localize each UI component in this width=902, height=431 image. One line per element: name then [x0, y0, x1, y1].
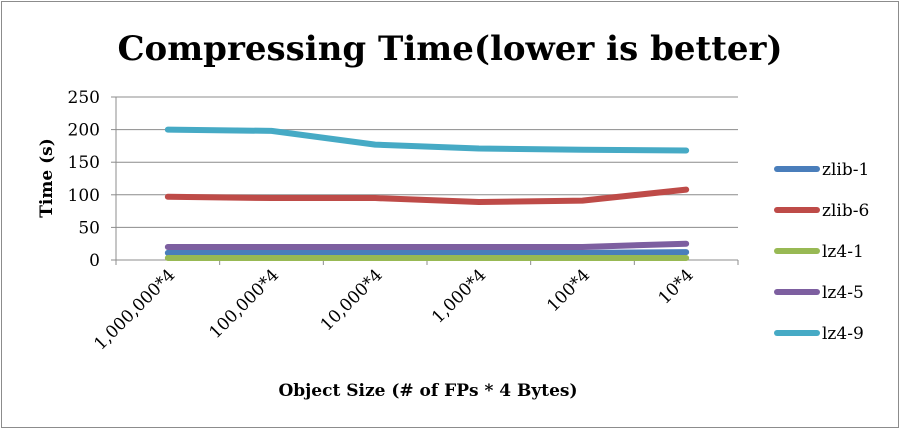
data-point [167, 129, 169, 131]
data-point [685, 251, 687, 253]
data-point [582, 149, 583, 151]
data-point [374, 246, 376, 248]
x-axis-ticks: 1,000,000*4 100,000*4 10,000*4 1,000*4 100*4… [90, 260, 739, 354]
gridlines [115, 96, 738, 261]
data-point [271, 197, 272, 199]
chart-title: Compressing Time(lower is better) [117, 29, 782, 69]
data-point [271, 252, 272, 254]
y-tick-label: 50 [78, 218, 100, 238]
data-point [167, 196, 169, 198]
data-point [167, 246, 169, 248]
x-axis-label: Object Size (# of FPs * 4 Bytes) [278, 381, 577, 401]
y-tick-label: 100 [68, 186, 100, 206]
data-point [582, 252, 583, 254]
data-point [478, 252, 480, 254]
data-point [374, 252, 376, 254]
data-point [582, 246, 583, 248]
data-point [685, 257, 687, 259]
series-line-zlib-1 [164, 249, 690, 256]
legend-label: lz4-5 [822, 283, 864, 303]
data-point [685, 189, 687, 191]
legend-label: lz4-1 [822, 242, 864, 262]
series-line-lz4-9 [164, 126, 690, 154]
y-tick-label: 0 [89, 251, 100, 271]
data-point [478, 148, 480, 150]
y-axis-label: Time (s) [37, 138, 57, 218]
y-axis-ticks: 0 50 100 150 200 250 [68, 88, 116, 271]
data-point [374, 197, 376, 199]
data-point [271, 130, 272, 132]
series-line-zlib-6 [164, 186, 690, 205]
data-point [582, 200, 583, 202]
data-point [478, 246, 480, 248]
data-point [167, 252, 169, 254]
data-point [374, 257, 376, 259]
data-point [167, 257, 169, 259]
x-tick-label: 100,000*4 [206, 265, 284, 343]
data-point [271, 246, 272, 248]
legend: zlib-1 zlib-6 lz4-1 lz4-5 lz4-9 [774, 160, 869, 344]
x-tick-label: 100*4 [543, 265, 594, 316]
legend-label: zlib-1 [822, 160, 869, 180]
data-point [374, 144, 376, 146]
series-lines [164, 126, 690, 262]
y-tick-label: 250 [68, 88, 100, 108]
legend-label: lz4-9 [822, 324, 864, 344]
y-tick-label: 200 [68, 121, 100, 141]
series-line-lz4-5 [164, 240, 690, 250]
data-point [271, 257, 272, 259]
data-point [582, 257, 583, 259]
data-point [685, 243, 687, 245]
x-tick-label: 1,000,000*4 [90, 265, 179, 354]
data-point [685, 149, 687, 151]
y-tick-label: 150 [68, 153, 100, 173]
x-tick-label: 10*4 [655, 265, 698, 308]
data-point [478, 257, 480, 259]
data-point [478, 201, 480, 203]
x-tick-label: 1,000*4 [428, 265, 490, 327]
legend-label: zlib-6 [822, 201, 869, 221]
x-tick-label: 10,000*4 [317, 265, 387, 335]
